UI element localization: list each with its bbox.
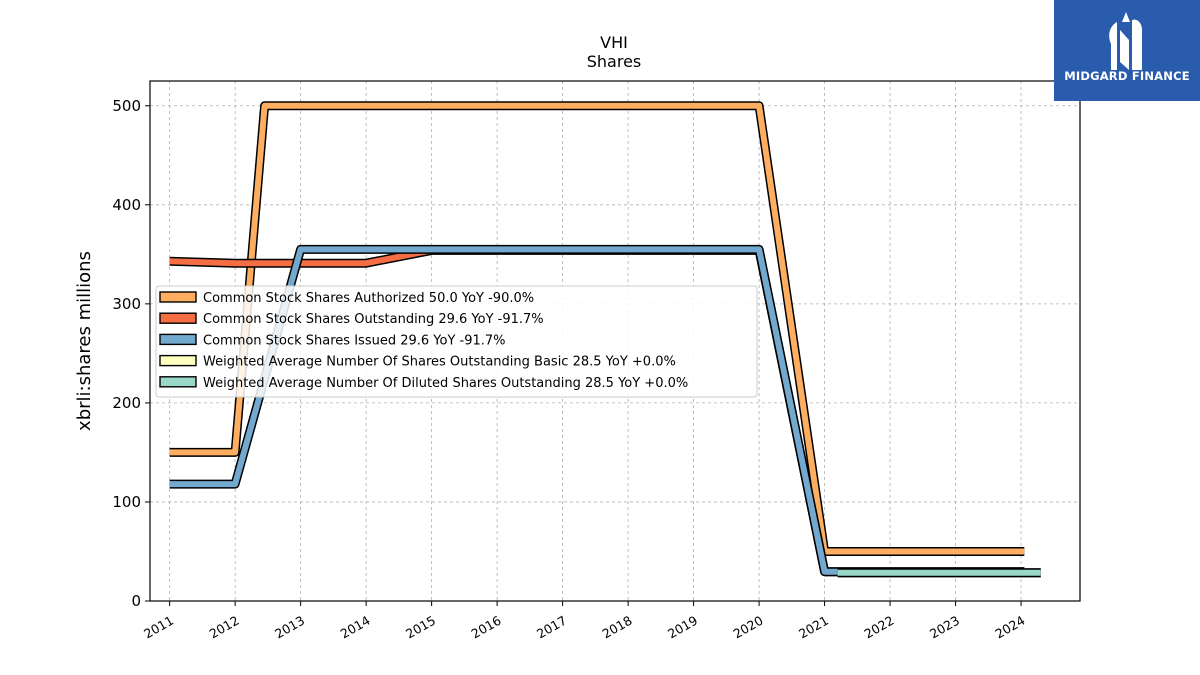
x-tick-label: 2022 [862, 613, 897, 642]
legend-label-3: Weighted Average Number Of Shares Outsta… [203, 355, 676, 370]
x-tick-label: 2020 [731, 613, 766, 642]
midgard-finance-logo: MIDGARD FINANCE [1054, 0, 1200, 101]
x-tick-label: 2015 [403, 613, 438, 642]
x-tick-label: 2012 [207, 613, 242, 642]
x-tick-label: 2018 [600, 613, 635, 642]
y-tick-label: 500 [112, 97, 141, 115]
series-line-0 [169, 102, 1025, 555]
x-tick-label: 2016 [469, 613, 504, 642]
y-tick-label: 200 [112, 394, 141, 412]
chart-title: VHI [600, 33, 628, 52]
logo-text: MIDGARD FINANCE [1064, 69, 1190, 83]
x-tick-label: 2017 [534, 613, 569, 642]
legend-box [155, 285, 758, 398]
chart-subtitle: Shares [587, 52, 642, 71]
legend-label-0: Common Stock Shares Authorized 50.0 YoY … [203, 291, 534, 306]
legend-swatch-0 [159, 291, 197, 303]
y-tick-label: 0 [131, 592, 141, 610]
x-tick-label: 2021 [796, 613, 831, 642]
legend-swatch-3 [159, 354, 197, 367]
x-tick-label: 2024 [993, 613, 1028, 642]
y-axis-label: xbrli:shares millions [74, 251, 95, 431]
plot-frame [149, 80, 1081, 602]
x-tick-label: 2011 [141, 613, 176, 642]
midgard-m-logo-icon [1109, 12, 1142, 70]
legend-swatch-4 [159, 376, 197, 388]
legend-label-2: Common Stock Shares Issued 29.6 YoY -91.… [203, 333, 506, 348]
x-tick-label: 2014 [338, 613, 373, 642]
series-lines [169, 101, 1041, 578]
y-tick-label: 300 [112, 295, 141, 313]
y-tick-label: 400 [112, 196, 141, 214]
x-tick-label: 2013 [272, 613, 307, 642]
x-tick-label: 2019 [665, 613, 700, 642]
y-tick-label: 100 [112, 493, 141, 511]
legend-label-4: Weighted Average Number Of Diluted Share… [203, 376, 688, 391]
legend-swatch-1 [159, 312, 197, 324]
x-tick-label: 2023 [927, 613, 962, 642]
legend: Common Stock Shares Authorized 50.0 YoY … [155, 285, 758, 398]
legend-label-1: Common Stock Shares Outstanding 29.6 YoY… [203, 312, 544, 327]
legend-swatch-2 [159, 333, 197, 346]
